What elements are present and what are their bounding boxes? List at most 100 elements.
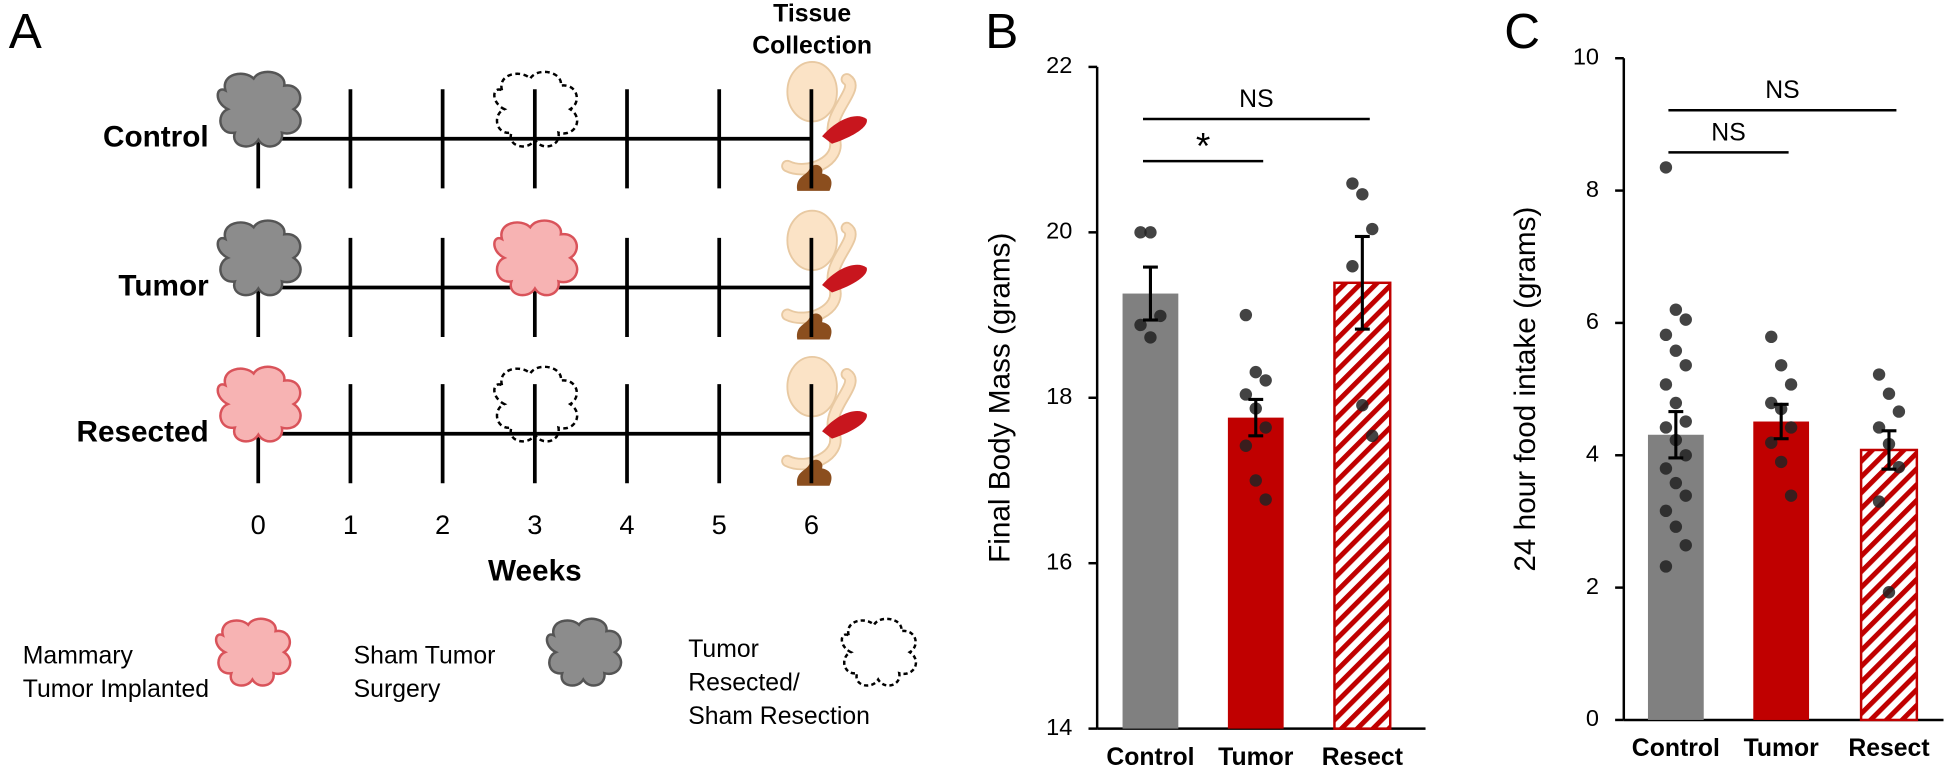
week-label: 1	[343, 509, 358, 540]
error-bar	[1881, 429, 1897, 471]
panel-letter: A	[9, 3, 42, 59]
data-point	[1659, 560, 1673, 573]
data-point	[1679, 313, 1692, 326]
data-point	[1892, 460, 1906, 474]
data-point	[1134, 318, 1147, 332]
legend-text: Sham Tumor	[354, 642, 496, 669]
y-tick-label: 4	[1586, 440, 1599, 466]
data-point	[1366, 429, 1379, 443]
data-point	[1659, 504, 1673, 518]
data-point	[1239, 439, 1253, 452]
data-point	[1659, 421, 1673, 434]
data-point	[1249, 365, 1262, 379]
sham-icon	[216, 70, 302, 148]
tissue-icon	[787, 62, 867, 191]
error-bar	[1143, 265, 1158, 322]
row-label: Tumor	[118, 269, 209, 302]
week-label: 5	[712, 509, 727, 540]
legend-text: Sham Resection	[688, 703, 870, 730]
x-tick-label: Control	[1106, 744, 1194, 771]
data-point	[1249, 474, 1262, 487]
data-point	[1882, 586, 1896, 599]
data-point	[1259, 421, 1272, 434]
data-point	[1774, 455, 1788, 469]
data-point	[1679, 415, 1692, 428]
bar	[1753, 421, 1810, 720]
data-point	[1872, 368, 1886, 381]
significance-label: NS	[1765, 77, 1799, 104]
significance-label: NS	[1239, 86, 1273, 113]
y-tick-label: 18	[1046, 383, 1072, 409]
week-label: 2	[435, 509, 450, 540]
end-label: Collection	[752, 33, 872, 60]
legend-text: Surgery	[354, 676, 441, 703]
x-tick-label: Tumor	[1218, 744, 1294, 771]
data-point	[1259, 493, 1272, 506]
x-axis-label: Weeks	[488, 554, 582, 587]
data-point	[1144, 331, 1157, 344]
sham-icon	[216, 219, 302, 297]
data-point	[1679, 539, 1692, 552]
data-point	[1669, 476, 1683, 490]
error-bar	[1668, 410, 1684, 460]
data-point	[1669, 396, 1683, 410]
y-tick-label: 6	[1586, 308, 1599, 334]
x-tick-label: Resect	[1322, 744, 1403, 771]
data-point	[1144, 226, 1157, 239]
data-point	[1892, 405, 1906, 418]
bar	[1122, 293, 1179, 729]
data-point	[1356, 399, 1369, 412]
data-point	[1872, 495, 1886, 508]
data-point	[1784, 421, 1798, 434]
legend-text: Resected/	[688, 670, 800, 697]
y-tick-label: 10	[1573, 43, 1599, 69]
significance-label: NS	[1711, 119, 1745, 146]
data-point	[1784, 489, 1798, 502]
bar	[1859, 448, 1919, 722]
tumor-icon	[216, 365, 302, 443]
panel-letter: B	[985, 3, 1018, 59]
y-axis-label: 24 hour food intake (grams)	[1509, 207, 1542, 572]
error-bar	[1248, 397, 1264, 438]
data-point	[1669, 344, 1683, 357]
bar	[1227, 417, 1284, 729]
data-point	[1659, 378, 1673, 391]
data-point	[1669, 303, 1683, 316]
data-point	[1765, 330, 1778, 344]
data-point	[1659, 462, 1673, 475]
data-point	[1659, 161, 1673, 174]
timeline-panel	[787, 62, 867, 486]
week-label: 3	[527, 509, 542, 540]
data-point	[1774, 359, 1788, 372]
data-point	[1679, 449, 1692, 462]
data-point	[1346, 177, 1359, 190]
week-label: 0	[251, 509, 266, 540]
data-point	[1239, 308, 1253, 322]
data-point	[1239, 388, 1253, 401]
resection-icon	[840, 617, 918, 687]
y-tick-label: 22	[1046, 52, 1072, 78]
data-point	[1882, 387, 1896, 400]
week-label: 4	[619, 509, 634, 540]
legend-text: Tumor	[688, 636, 759, 663]
row-label: Control	[103, 121, 209, 154]
data-point	[1679, 489, 1692, 502]
x-tick-label: Resect	[1848, 735, 1929, 762]
y-tick-label: 20	[1046, 218, 1072, 244]
legend-text: Mammary	[23, 642, 134, 669]
data-point	[1346, 260, 1359, 273]
data-point	[1134, 226, 1147, 239]
x-tick-label: Tumor	[1744, 735, 1820, 762]
week-label: 6	[804, 509, 819, 540]
y-tick-label: 2	[1586, 573, 1599, 599]
sham-icon	[545, 617, 623, 687]
y-tick-label: 16	[1046, 548, 1072, 574]
data-point	[1765, 396, 1778, 410]
data-point	[1259, 374, 1272, 387]
bar	[1333, 281, 1392, 730]
significance-label: *	[1196, 125, 1210, 167]
data-point	[1679, 359, 1692, 372]
data-point	[1784, 378, 1798, 391]
